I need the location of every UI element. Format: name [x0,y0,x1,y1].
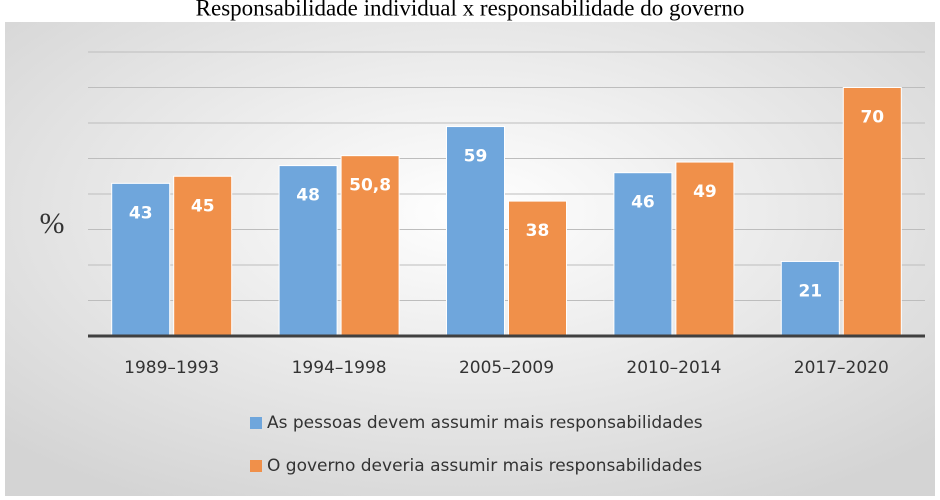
bar [173,175,233,337]
bar [675,161,735,337]
data-label: 49 [693,182,717,202]
x-tick-label: 2010–2014 [626,358,721,378]
bar [613,172,673,337]
bar [111,182,171,337]
legend-label: O governo deveria assumir mais responsab… [267,456,702,476]
title-band [0,0,940,22]
data-label: 59 [464,147,488,167]
data-label: 43 [129,203,153,223]
bar [340,155,400,337]
legend-swatch [250,460,262,472]
data-label: 38 [526,221,550,241]
data-label: 70 [860,108,884,128]
legend-label: As pessoas devem assumir mais responsabi… [267,413,703,433]
bar [508,200,567,337]
x-tick-label: 1989–1993 [124,358,219,378]
data-label: 45 [191,196,215,216]
data-label: 50,8 [349,176,391,196]
bar [278,165,338,337]
bar [780,260,840,337]
legend-swatch [250,417,262,429]
data-label: 48 [296,186,320,206]
x-tick-label: 2017–2020 [794,358,889,378]
bar [446,126,505,337]
bar [842,87,902,337]
data-label: 21 [798,281,822,301]
x-tick-label: 1994–1998 [292,358,387,378]
chart-title: Responsabilidade individual x responsabi… [196,0,745,20]
x-tick-label: 2005–2009 [459,358,554,378]
data-label: 46 [631,193,655,213]
y-axis-label: % [40,207,65,240]
